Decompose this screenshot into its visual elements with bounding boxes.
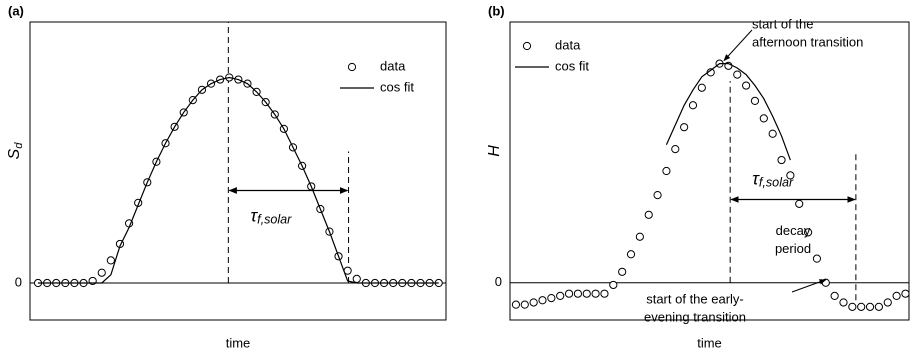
data-point — [626, 250, 636, 259]
annotation: start of the early- — [646, 291, 744, 306]
data-point — [865, 302, 875, 311]
data-point — [106, 256, 115, 265]
legend-label: data — [380, 58, 406, 73]
data-point — [742, 81, 751, 90]
data-point — [352, 274, 361, 283]
data-point — [573, 289, 583, 298]
label-sub: f,solar — [257, 213, 292, 227]
data-point — [750, 96, 760, 105]
data-point — [697, 83, 706, 92]
y-tick-label: 0 — [15, 274, 22, 289]
data-point — [582, 289, 591, 298]
y-axis-label: H — [486, 145, 503, 157]
annotation: afternoon transition — [752, 34, 863, 49]
data-point — [803, 228, 813, 237]
x-axis-label: time — [697, 335, 722, 350]
data-point — [830, 291, 839, 300]
data-point — [892, 291, 901, 300]
label-main: H — [486, 145, 503, 157]
data-point — [680, 123, 689, 132]
data-point — [556, 291, 565, 300]
data-point — [812, 254, 822, 263]
data-point — [600, 289, 609, 298]
y-axis-label: Sd — [6, 142, 25, 160]
data-point — [901, 289, 910, 298]
annotation-arrow — [723, 29, 753, 62]
panel-title: (b) — [488, 3, 505, 18]
panel-title: (a) — [8, 3, 24, 18]
annotation-arrow — [791, 279, 827, 293]
span-note: period — [775, 241, 811, 256]
data-point — [511, 300, 521, 309]
data-point — [848, 302, 857, 311]
data-point — [768, 129, 777, 138]
legend-marker — [522, 41, 532, 51]
data-point — [839, 298, 848, 307]
span-label: τf,solar — [250, 205, 292, 227]
data-point — [786, 171, 795, 180]
label-sub: d — [13, 142, 25, 149]
legend-label: data — [555, 37, 581, 52]
fit-line — [38, 76, 439, 284]
data-point — [759, 114, 768, 123]
data-point — [653, 191, 662, 200]
data-point — [97, 268, 106, 277]
data-point — [795, 199, 804, 208]
legend-label: cos fit — [380, 79, 414, 94]
data-point — [635, 232, 644, 241]
span-note: decay — [776, 223, 811, 238]
annotation: evening transition — [644, 309, 746, 324]
legend-marker — [347, 62, 357, 72]
fit-line — [665, 63, 791, 161]
label-main: S — [6, 148, 23, 159]
y-tick-label: 0 — [495, 274, 502, 289]
legend-label: cos fit — [555, 58, 589, 73]
label-main: τ — [250, 205, 258, 225]
data-point — [547, 293, 556, 303]
data-point — [529, 298, 538, 307]
data-point — [671, 144, 680, 154]
annotation: start of the — [752, 16, 813, 31]
data-point — [874, 302, 884, 311]
x-axis-label: time — [226, 335, 251, 350]
data-point — [777, 155, 786, 165]
data-point — [520, 300, 529, 309]
data-point — [662, 166, 671, 176]
data-point — [618, 267, 627, 276]
data-point — [591, 289, 600, 298]
label-sub: f,solar — [759, 176, 794, 190]
plot-frame — [29, 21, 447, 321]
span-label: τf,solar — [752, 168, 794, 190]
data-point — [538, 296, 547, 305]
data-point — [564, 289, 574, 298]
plot-frame — [509, 21, 910, 321]
data-point — [644, 210, 653, 219]
data-point — [883, 298, 892, 307]
data-point — [857, 302, 866, 311]
data-point — [733, 70, 742, 79]
label-main: τ — [752, 168, 760, 188]
data-point — [609, 280, 618, 290]
data-point — [688, 101, 698, 110]
